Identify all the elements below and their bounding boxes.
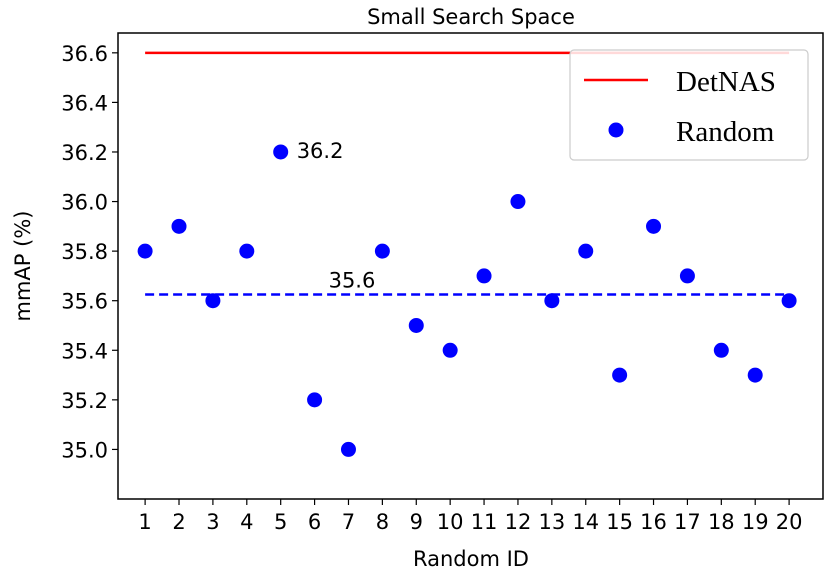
- random-point: [578, 243, 594, 259]
- random-point: [747, 367, 763, 383]
- random-point: [137, 243, 153, 259]
- x-tick-label: 11: [471, 510, 498, 534]
- random-point: [510, 194, 526, 210]
- random-point: [307, 392, 323, 408]
- x-tick-label: 16: [640, 510, 667, 534]
- random-point: [239, 243, 255, 259]
- value-annotation: 36.2: [297, 139, 344, 163]
- y-axis-label: mmAP (%): [11, 211, 35, 322]
- random-point: [476, 268, 492, 284]
- x-tick-label: 5: [274, 510, 287, 534]
- y-tick-label: 35.6: [61, 290, 108, 314]
- plot-area: [137, 51, 797, 457]
- random-point: [646, 218, 662, 234]
- x-tick-label: 18: [708, 510, 735, 534]
- random-point: [713, 342, 729, 358]
- y-tick-label: 36.0: [61, 191, 108, 215]
- y-axis: 35.0 35.2 35.4 35.6 35.8 36.0 36.2 36.4 36.6: [61, 42, 118, 462]
- x-tick-label: 7: [342, 510, 355, 534]
- legend-random-swatch: [608, 122, 624, 138]
- x-tick-label: 1: [138, 510, 151, 534]
- x-tick-label: 8: [376, 510, 389, 534]
- x-tick-label: 2: [172, 510, 185, 534]
- y-tick-label: 35.0: [61, 438, 108, 462]
- x-tick-label: 6: [308, 510, 321, 534]
- x-tick-label: 4: [240, 510, 253, 534]
- legend: DetNAS Random: [569, 49, 809, 161]
- plot-frame: [117, 32, 824, 500]
- random-point: [205, 293, 221, 309]
- x-tick-label: 15: [606, 510, 633, 534]
- x-tick-label: 17: [674, 510, 701, 534]
- legend-box: [569, 49, 809, 161]
- random-point: [374, 243, 390, 259]
- y-tick-label: 35.4: [61, 339, 108, 363]
- x-tick-label: 20: [776, 510, 803, 534]
- x-tick-label: 19: [742, 510, 769, 534]
- x-tick-label: 14: [572, 510, 599, 534]
- y-tick-label: 35.8: [61, 240, 108, 264]
- annotations: 36.2 35.6: [297, 139, 376, 293]
- random-point: [442, 342, 458, 358]
- x-axis-label: Random ID: [413, 547, 529, 571]
- random-point: [171, 218, 187, 234]
- random-point: [544, 293, 560, 309]
- random-point: [679, 268, 695, 284]
- x-tick-label: 3: [206, 510, 219, 534]
- y-tick-label: 35.2: [61, 389, 108, 413]
- random-point: [273, 144, 289, 160]
- value-annotation: 35.6: [329, 269, 376, 293]
- random-point: [612, 367, 628, 383]
- y-tick-label: 36.6: [61, 42, 108, 66]
- x-axis: 1 2 3 4 5 6 7 8 9 10 11 12 13 14 15 16 17 18 19 20: [138, 499, 802, 534]
- x-tick-label: 13: [538, 510, 565, 534]
- random-point: [340, 441, 356, 457]
- random-point: [408, 317, 424, 333]
- chart-title: Small Search Space: [367, 5, 575, 29]
- x-tick-label: 10: [437, 510, 464, 534]
- y-tick-label: 36.2: [61, 141, 108, 165]
- legend-detnas-label: DetNAS: [676, 66, 776, 98]
- x-tick-label: 9: [410, 510, 423, 534]
- x-tick-label: 12: [505, 510, 532, 534]
- y-tick-label: 36.4: [61, 91, 108, 115]
- random-point: [781, 293, 797, 309]
- legend-random-label: Random: [676, 116, 775, 148]
